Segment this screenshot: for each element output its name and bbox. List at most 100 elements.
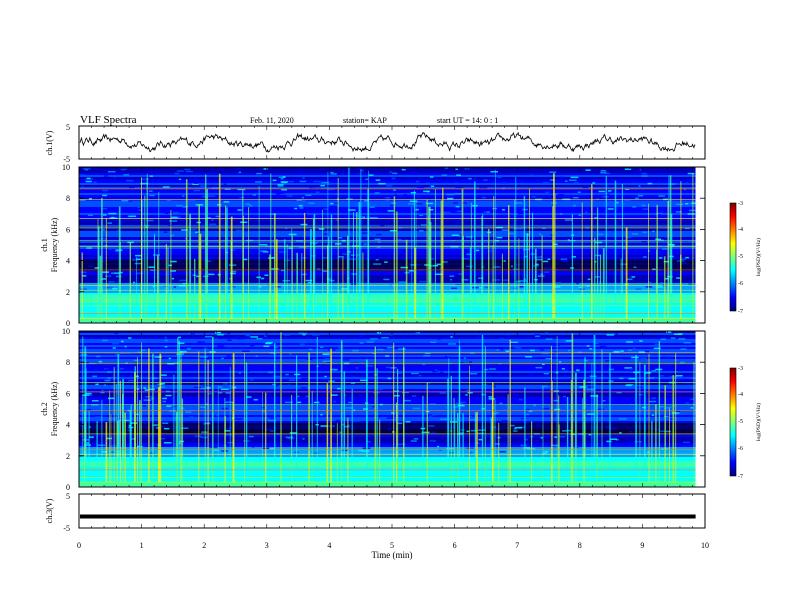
spectrogram-noise	[221, 357, 224, 360]
spectrogram-noise	[631, 356, 639, 359]
ch2-spectrogram-panel: 0 2 4 6 8 10 ch.2 Frequency (kHz)	[40, 327, 706, 492]
spectrogram-noise	[327, 188, 335, 191]
spectrogram-noise	[467, 391, 473, 394]
spectrogram-noise	[222, 383, 229, 385]
spectrogram-noise	[338, 256, 345, 258]
spectrogram-noise	[234, 336, 240, 338]
spectrogram-noise	[348, 209, 356, 211]
spectrogram-noise	[560, 258, 568, 261]
spectrogram-band	[79, 457, 696, 459]
spectrogram-noise	[286, 195, 293, 197]
spectrogram-noise	[594, 342, 599, 345]
spectrogram-noise	[335, 219, 338, 221]
ch1-cbar-tick-4: -4	[738, 227, 743, 233]
ch1-ytick-top: 5	[66, 123, 70, 132]
spectrogram-noise	[92, 375, 97, 378]
spectrogram-noise	[462, 202, 467, 204]
spectrogram-noise	[277, 403, 281, 405]
spectrogram-noise	[401, 391, 409, 394]
spectrogram-noise	[346, 444, 351, 446]
spectrogram-noise	[501, 229, 508, 231]
spectrogram-noise	[423, 354, 430, 357]
spectrogram-noise	[362, 450, 370, 452]
spectrogram-noise	[137, 351, 143, 353]
spectrogram-noise	[335, 419, 342, 422]
spectrogram-noise	[171, 216, 178, 219]
spectrogram-noise	[514, 427, 523, 429]
spectrogram-band	[79, 351, 696, 353]
spectrogram-noise	[343, 425, 350, 428]
spectrogram-noise	[432, 370, 438, 373]
spectrogram-noise	[333, 400, 336, 403]
spectrogram-noise	[579, 386, 586, 388]
spectrogram-noise	[586, 345, 590, 347]
spectrogram-noise	[230, 272, 236, 275]
spectrogram-noise	[97, 380, 103, 383]
spectrogram-noise	[352, 420, 360, 422]
spectrogram-noise	[606, 334, 614, 336]
station-label: station= KAP	[343, 116, 387, 125]
spectrogram-noise	[182, 282, 186, 285]
spectrogram-noise	[225, 401, 233, 403]
spectrogram-noise	[450, 426, 455, 429]
spectrogram-band	[79, 219, 696, 221]
spectrogram-band	[79, 253, 696, 255]
spectrogram-band	[79, 301, 696, 303]
spectrogram-noise	[279, 251, 287, 253]
spectrogram-noise	[591, 200, 595, 203]
spectrogram-noise	[465, 394, 468, 396]
spectrogram-noise	[649, 257, 654, 259]
spectrogram-noise	[259, 447, 264, 450]
spectrogram-noise	[553, 390, 560, 392]
x-tick-label: 8	[578, 541, 582, 550]
spectrogram-band	[79, 401, 696, 403]
spectrogram-band	[79, 273, 696, 275]
spectrogram-noise	[120, 271, 123, 274]
spectrogram-noise	[448, 343, 457, 345]
spectrogram-noise	[206, 236, 215, 239]
spectrogram-noise	[584, 211, 588, 213]
spectrogram-noise	[631, 276, 636, 278]
spectrogram-noise	[446, 385, 454, 387]
spectrogram-noise	[391, 412, 395, 414]
spectrogram-noise	[587, 381, 594, 383]
spectrogram-noise	[202, 384, 211, 387]
spectrogram-noise	[143, 399, 152, 401]
spectrogram-noise	[586, 389, 595, 391]
spectrogram-noise	[542, 407, 549, 410]
spectrogram-noise	[608, 380, 614, 382]
spectrogram-noise	[665, 407, 670, 409]
spectrogram-noise	[559, 176, 564, 179]
spectrogram-noise	[317, 268, 320, 270]
spectrogram-noise	[597, 198, 602, 200]
spectrogram-noise	[237, 209, 242, 211]
spectrogram-noise	[280, 178, 284, 180]
spectrogram-noise	[350, 283, 358, 285]
spectrogram-noise	[517, 228, 523, 230]
spectrogram-noise	[284, 376, 292, 379]
spectrogram-noise	[136, 272, 143, 275]
spectrogram-noise	[468, 177, 472, 180]
spectrogram-noise	[455, 205, 460, 208]
spectrogram-noise	[195, 231, 199, 234]
spectrogram-noise	[275, 441, 280, 443]
spectrogram-noise	[181, 427, 189, 429]
spectrogram-noise	[346, 171, 350, 174]
spectrogram-noise	[384, 261, 388, 263]
spectrogram-noise	[634, 440, 643, 443]
spectrogram-noise	[419, 230, 424, 232]
spectrogram-noise	[499, 451, 506, 453]
spectrogram-noise	[447, 362, 452, 364]
spectrogram-noise	[191, 268, 195, 270]
spectrogram-noise	[278, 176, 286, 178]
spectrogram-noise	[105, 275, 112, 277]
spectrogram-noise	[158, 386, 166, 388]
spectrogram-noise	[168, 357, 172, 360]
spectrogram-noise	[174, 396, 177, 399]
spectrogram-noise	[354, 214, 361, 217]
spectrogram-band	[79, 309, 696, 311]
spectrogram-noise	[553, 351, 559, 353]
spectrogram-noise	[441, 174, 447, 176]
spectrogram-noise	[199, 388, 206, 390]
